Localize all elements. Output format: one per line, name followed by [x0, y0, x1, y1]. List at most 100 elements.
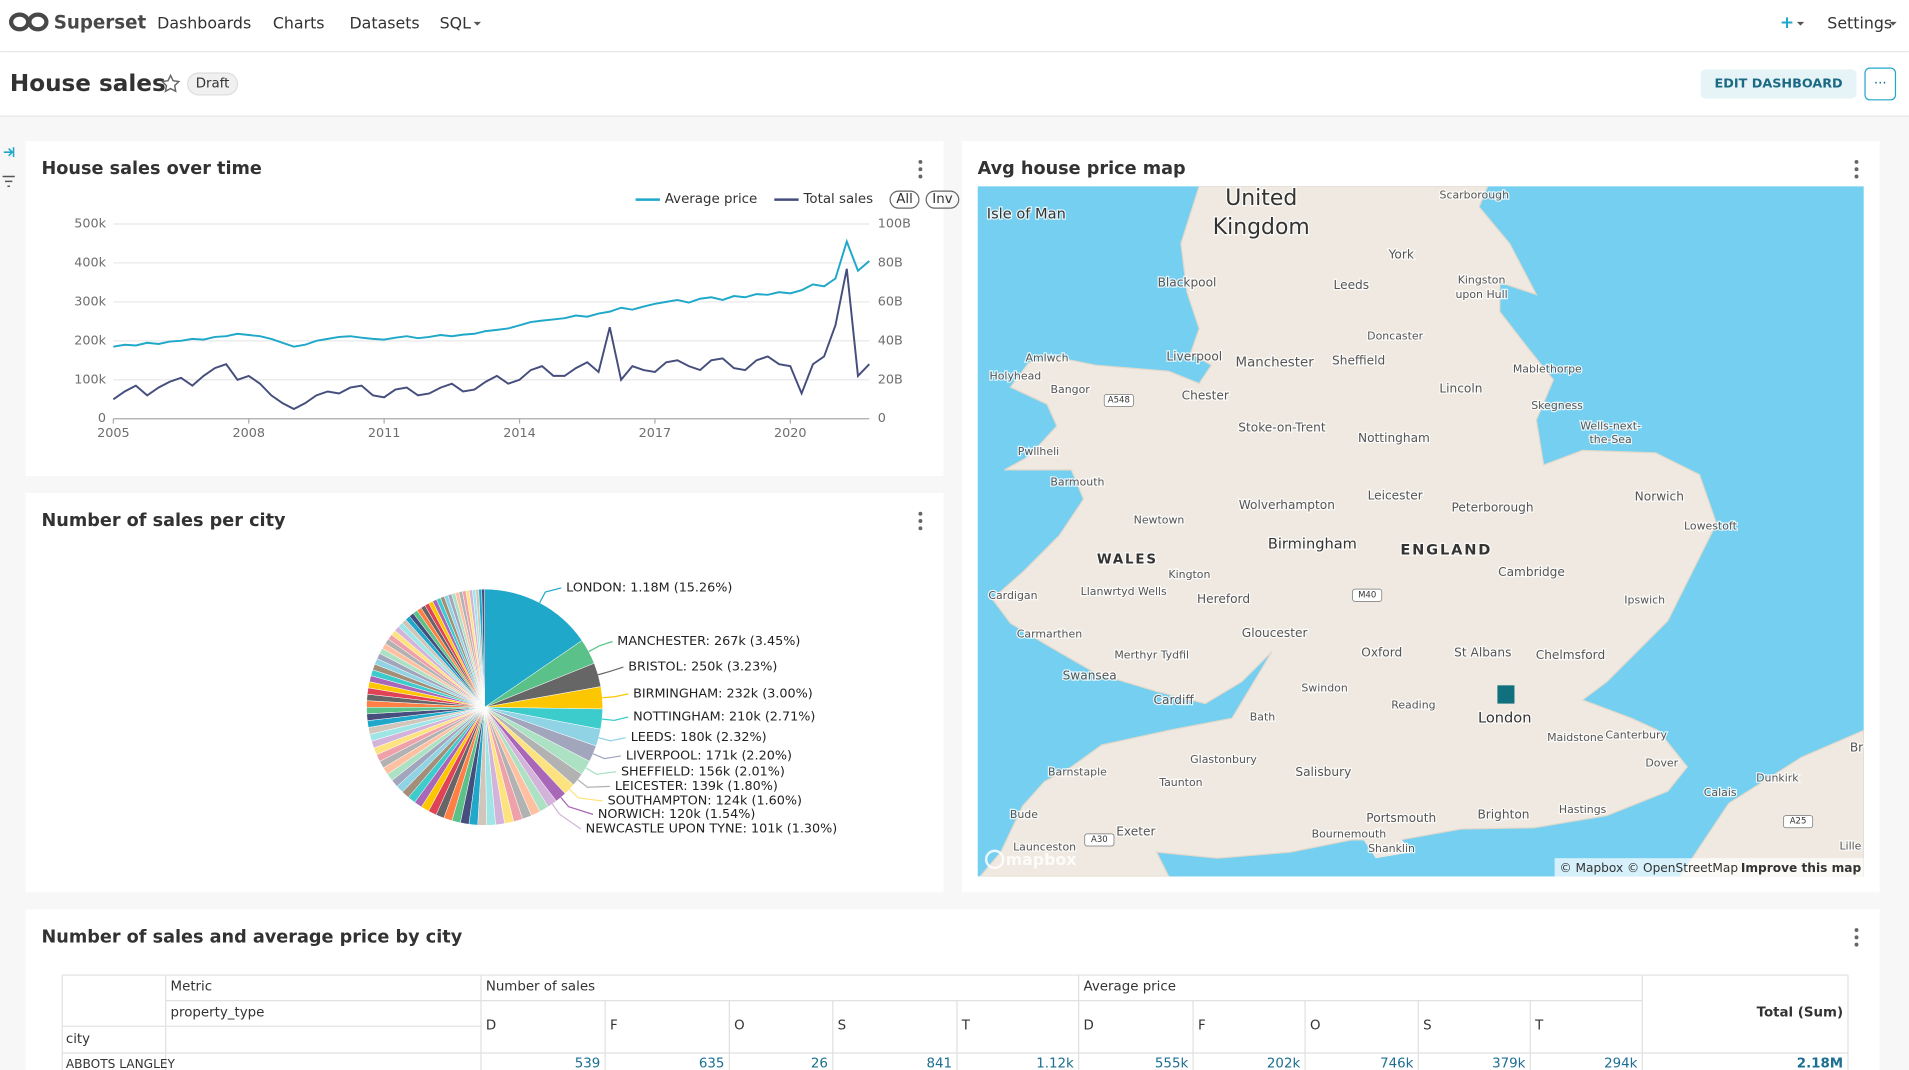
pie-label: NOTTINGHAM: 210k (2.71%): [633, 709, 815, 724]
navbar: [0, 0, 1909, 52]
map-labels: United Kingdom Isle of Man Scarborough York B…: [986, 186, 1864, 856]
land: [1363, 837, 1413, 859]
legend-button-label[interactable]: Inv: [932, 192, 952, 207]
map-place-label: Lille: [1839, 840, 1861, 853]
map-place-label: Cardiff: [1154, 693, 1195, 707]
leader-line: [598, 737, 626, 742]
nav-link[interactable]: SQL: [440, 14, 471, 33]
map-place-label: Portsmouth: [1366, 811, 1436, 825]
map-place-label: Leicester: [1368, 488, 1423, 502]
header-cell: O: [1310, 1019, 1321, 1034]
more-button[interactable]: [1864, 67, 1897, 101]
map-place-label: Bude: [1010, 808, 1038, 821]
leader-line: [539, 587, 562, 604]
dashboard-title[interactable]: House sales: [10, 71, 166, 97]
map-place-label: Swindon: [1301, 681, 1347, 694]
legend-button[interactable]: [889, 190, 920, 209]
leader-line: [560, 797, 594, 815]
pie-slice[interactable]: [481, 588, 485, 708]
y2-tick-label: 0: [878, 411, 886, 426]
map-place-label: Hereford: [1197, 592, 1250, 606]
header-cell: T: [961, 1019, 971, 1034]
expand-filters-icon[interactable]: [3, 147, 15, 158]
map-place-label: upon Hull: [1455, 288, 1507, 301]
edit-dashboard-label: EDIT DASHBOARD: [1715, 76, 1843, 91]
brand-logo[interactable]: [8, 12, 49, 32]
mapbox-logo[interactable]: mapbox: [1006, 850, 1077, 869]
map-place-label: ENGLAND: [1400, 542, 1492, 559]
map-place-label: Gloucester: [1242, 626, 1308, 640]
nav-link[interactable]: Datasets: [350, 14, 420, 33]
pie-label: LIVERPOOL: 171k (2.20%): [626, 748, 792, 763]
new-button[interactable]: +: [1780, 13, 1794, 33]
legend-label[interactable]: Total sales: [803, 192, 874, 207]
legend-label[interactable]: Average price: [665, 192, 757, 207]
map-place-label: Llanwrtyd Wells: [1081, 585, 1167, 598]
map-place-label: Kingdom: [1213, 215, 1310, 240]
map-place-label: Isle of Man: [987, 206, 1066, 223]
chart-title: House sales over time: [42, 159, 262, 179]
nav-link[interactable]: Dashboards: [157, 14, 251, 33]
map-place-label: Oxford: [1361, 645, 1402, 659]
map-place-label: Taunton: [1158, 776, 1202, 789]
leader-line: [602, 716, 629, 721]
settings-menu[interactable]: Settings: [1827, 14, 1892, 33]
pivot-table: Metric Number of sales Average price Total …: [61, 974, 1849, 1070]
map[interactable]: United Kingdom Isle of Man Scarborough York B…: [977, 186, 1864, 877]
header-cell: city: [66, 1032, 90, 1047]
pie-label: LEEDS: 180k (2.32%): [631, 730, 767, 745]
map-place-label: Manchester: [1236, 355, 1315, 370]
y-tick-label: 400k: [74, 255, 106, 270]
leader-line: [577, 779, 611, 788]
edit-dashboard-button[interactable]: [1700, 69, 1857, 99]
map-place-label: Maidstone: [1547, 731, 1604, 744]
mapbox-logo-icon: [984, 849, 1005, 870]
header-cell: T: [1534, 1019, 1544, 1034]
table-cell: 202k: [1267, 1056, 1301, 1070]
map-place-label: Bournemouth: [1312, 827, 1387, 840]
map-place-label: Holyhead: [989, 370, 1041, 383]
x-tick-label: 2020: [774, 426, 807, 441]
table-cell: 841: [927, 1056, 953, 1070]
series-line: [113, 238, 870, 348]
filter-icon[interactable]: [2, 175, 15, 188]
legend-button-label[interactable]: All: [896, 192, 913, 207]
brand-name[interactable]: Superset: [54, 13, 147, 34]
table-cell: 26: [811, 1056, 828, 1070]
leader-line: [551, 803, 582, 830]
x-tick-label: 2008: [232, 426, 265, 441]
map-place-label: St Albans: [1454, 645, 1511, 659]
map-place-label: Lowestoft: [1684, 519, 1738, 532]
pie-label: LONDON: 1.18M (15.26%): [566, 580, 732, 595]
map-place-label: Glastonbury: [1190, 753, 1257, 766]
chart-menu[interactable]: [1854, 928, 1859, 947]
leader-line: [592, 753, 622, 760]
status-pill[interactable]: [186, 72, 239, 96]
header-cell: property_type: [171, 1005, 265, 1020]
nav-link[interactable]: Charts: [273, 14, 325, 33]
city-marker[interactable]: [1497, 685, 1515, 704]
map-place-label: Mablethorpe: [1513, 362, 1582, 375]
map-attribution[interactable]: © Mapbox © OpenStreetMap: [1559, 861, 1738, 875]
improve-map-link[interactable]: Improve this map: [1741, 861, 1862, 875]
road-label: A25: [1790, 817, 1807, 827]
map-place-label: Nottingham: [1358, 431, 1430, 445]
chart-menu[interactable]: [918, 159, 923, 179]
map-place-label: Exeter: [1116, 824, 1155, 838]
map-place-label: Salisbury: [1295, 765, 1351, 779]
dashboard-header: [0, 52, 1909, 116]
chart-title: Number of sales per city: [42, 511, 286, 531]
map-place-label: Hastings: [1559, 803, 1607, 816]
chart-menu[interactable]: [1854, 159, 1859, 179]
y2-tick-label: 60B: [878, 294, 903, 309]
chart-menu[interactable]: [918, 511, 923, 531]
header-cell: F: [1198, 1019, 1206, 1034]
legend-button[interactable]: [925, 190, 960, 209]
favorite-star[interactable]: [160, 73, 181, 93]
table-cell: 746k: [1380, 1056, 1414, 1070]
y-tick-label: 0: [98, 411, 106, 426]
pie-slice[interactable]: [484, 588, 583, 708]
map-place-label: Blackpool: [1158, 275, 1217, 289]
header-cell: Number of sales: [486, 980, 595, 995]
